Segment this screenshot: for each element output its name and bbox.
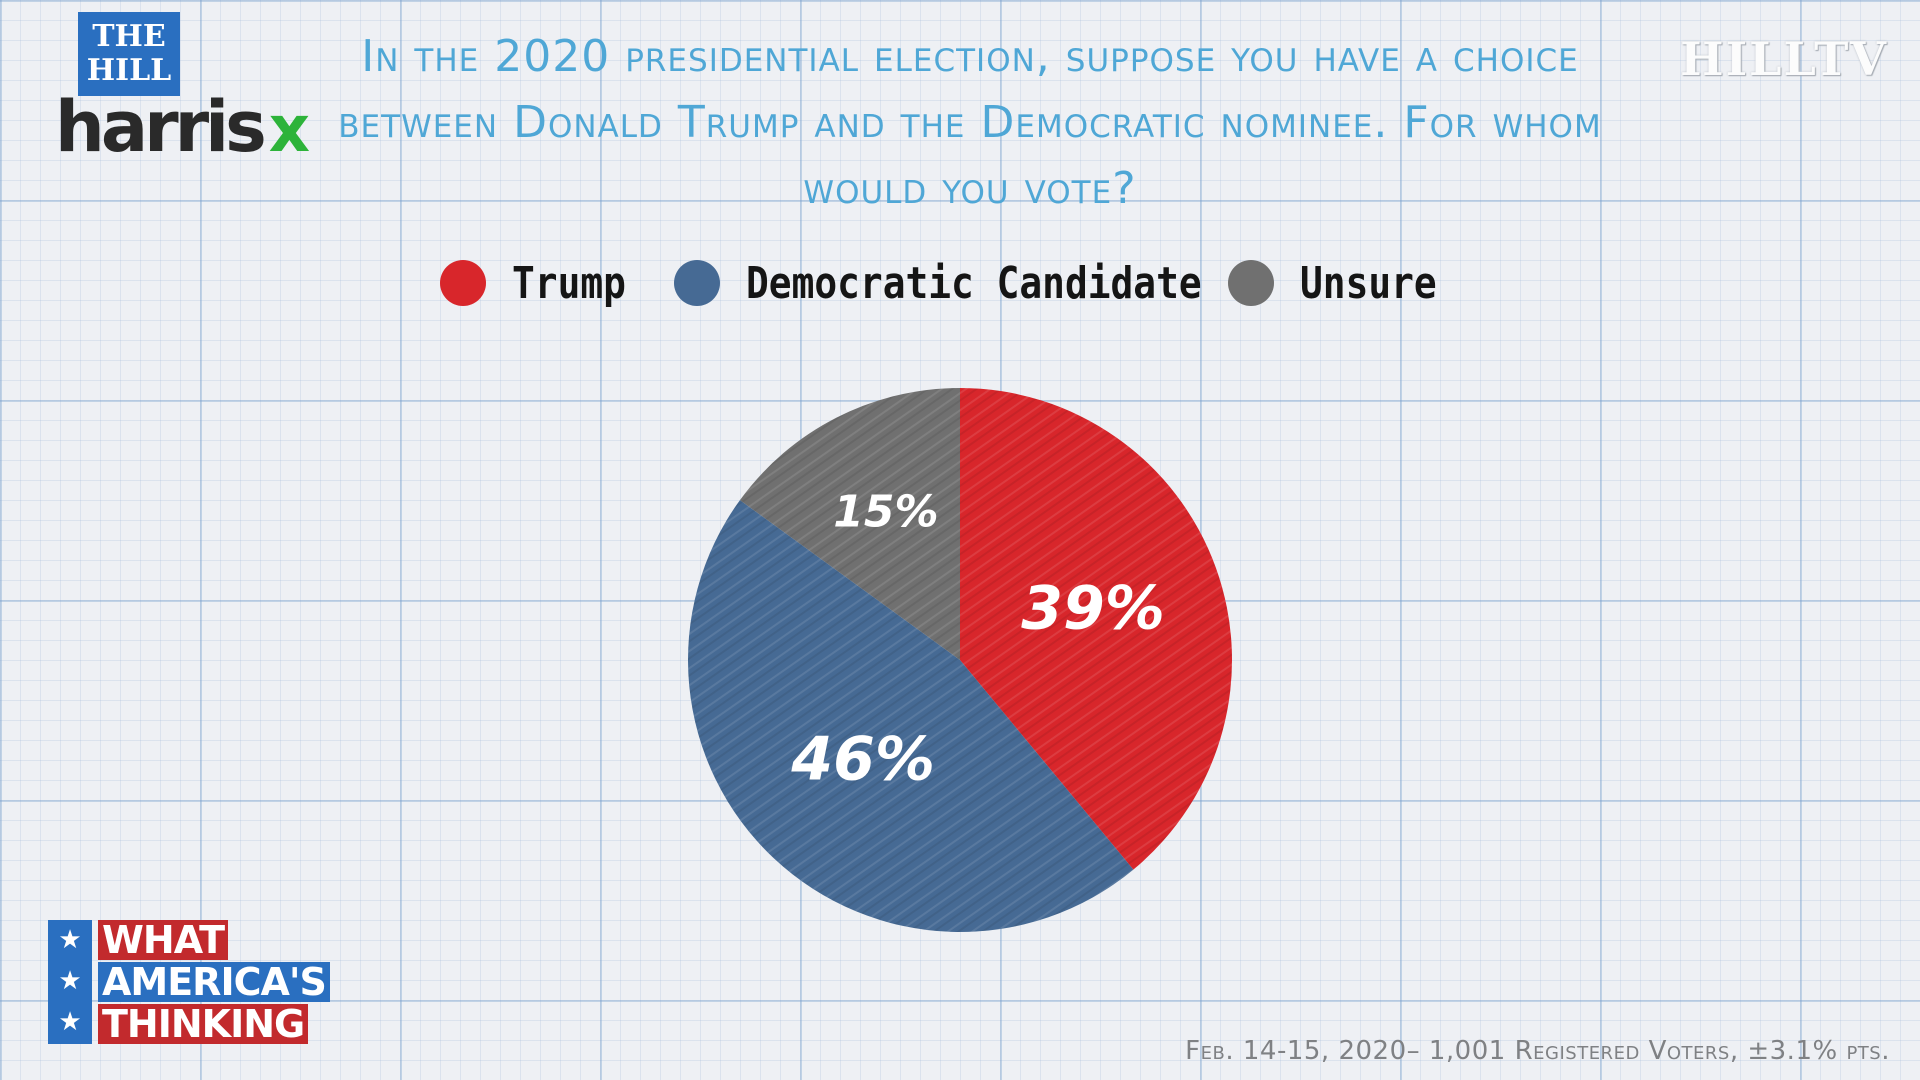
legend-item-trump: Trump [440, 248, 644, 318]
chart-title: In the 2020 presidential election, suppo… [338, 31, 1602, 214]
wat-line-what: WHAT [98, 920, 229, 960]
harrisx-logo: harrisx [55, 92, 310, 162]
wat-line-thinking: THINKING [98, 1004, 309, 1044]
legend-label-trump: Trump [512, 257, 626, 309]
pie-chart: 39% 46% 15% [688, 388, 1232, 932]
the-hill-logo-line1: THE [92, 19, 166, 54]
hilltv-watermark: HILLTV [1680, 32, 1888, 86]
star-icon: ★ [58, 966, 82, 996]
star-icon: ★ [58, 925, 82, 955]
star-icon: ★ [58, 1007, 82, 1037]
legend-swatch-unsure [1228, 260, 1274, 306]
pie-slices [688, 388, 1232, 932]
what-americas-thinking-logo: ★ ★ ★ WHAT AMERICA'S THINKING [48, 920, 330, 1044]
pie-slice-texture [960, 388, 1232, 870]
pie-label-trump: 39% [1021, 574, 1165, 644]
poll-footnote: Feb. 14-15, 2020– 1,001 Registered Voter… [1185, 1036, 1890, 1066]
legend-label-unsure: Unsure [1300, 257, 1437, 309]
pie-slice-texture [739, 388, 960, 660]
legend-item-unsure: Unsure [1228, 248, 1459, 318]
wat-stars: ★ ★ ★ [48, 920, 92, 1044]
pie-slice-texture [688, 500, 1134, 932]
pie-labels: 39% 46% 15% [790, 487, 1165, 795]
legend-label-democratic-candidate: Democratic Candidate [746, 257, 1202, 309]
legend-swatch-democratic-candidate [674, 260, 720, 306]
pie-label-unsure: 15% [833, 487, 938, 538]
harrisx-logo-x: x [268, 93, 310, 167]
wat-line-americas: AMERICA'S [98, 962, 330, 1002]
legend-item-democratic-candidate: Democratic Candidate [674, 248, 1276, 318]
pie-label-democratic-candidate: 46% [790, 725, 935, 795]
the-hill-logo-line2: HILL [86, 53, 172, 88]
chart-legend: Trump Democratic Candidate Unsure [0, 248, 1920, 318]
harrisx-logo-text: harris [55, 86, 267, 168]
the-hill-logo: THE HILL [78, 12, 180, 96]
legend-swatch-trump [440, 260, 486, 306]
